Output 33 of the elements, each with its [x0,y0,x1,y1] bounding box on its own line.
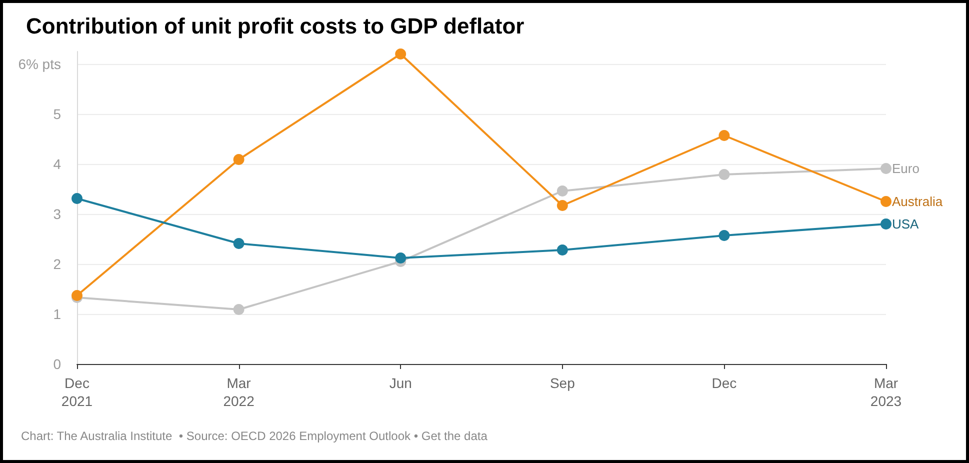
y-tick-label: 5 [53,106,62,122]
text: Chart: The Australia Institute • Source: OECD 2026 Employment Outlook • Get the data [21,429,488,443]
point [556,244,568,256]
point [880,218,892,230]
point [233,154,244,165]
x-tick-label: Sep [550,375,576,391]
point [718,169,730,180]
x-tick-label: Mar 2023 [870,375,902,409]
y-tick-label: 6% pts [18,56,61,72]
point [395,252,406,264]
point [718,230,730,241]
chart-title: Contribution of unit profit costs to GDP deflator [26,14,525,38]
y-tick-label: 4 [53,156,62,172]
point [880,196,892,207]
point [556,186,568,196]
x-tick-label: Mar 2022 [223,375,255,409]
point [233,304,244,315]
point [72,193,82,204]
y-tick-label: 3 [53,206,62,222]
x-tick-label: Dec 2021 [61,375,93,409]
point [880,163,892,174]
point [233,238,244,249]
y-tick-label: 2 [53,256,62,272]
point [556,200,568,211]
series-label: Euro [892,161,920,176]
point [718,130,730,141]
series-label: USA [892,216,920,232]
x-tick-label: Dec [712,375,737,391]
y-tick-label: 1 [53,306,62,322]
point [395,48,406,60]
y-tick-label: 0 [53,356,62,372]
series-label: Australia [892,194,944,209]
x-tick-label: Jun [389,375,412,391]
